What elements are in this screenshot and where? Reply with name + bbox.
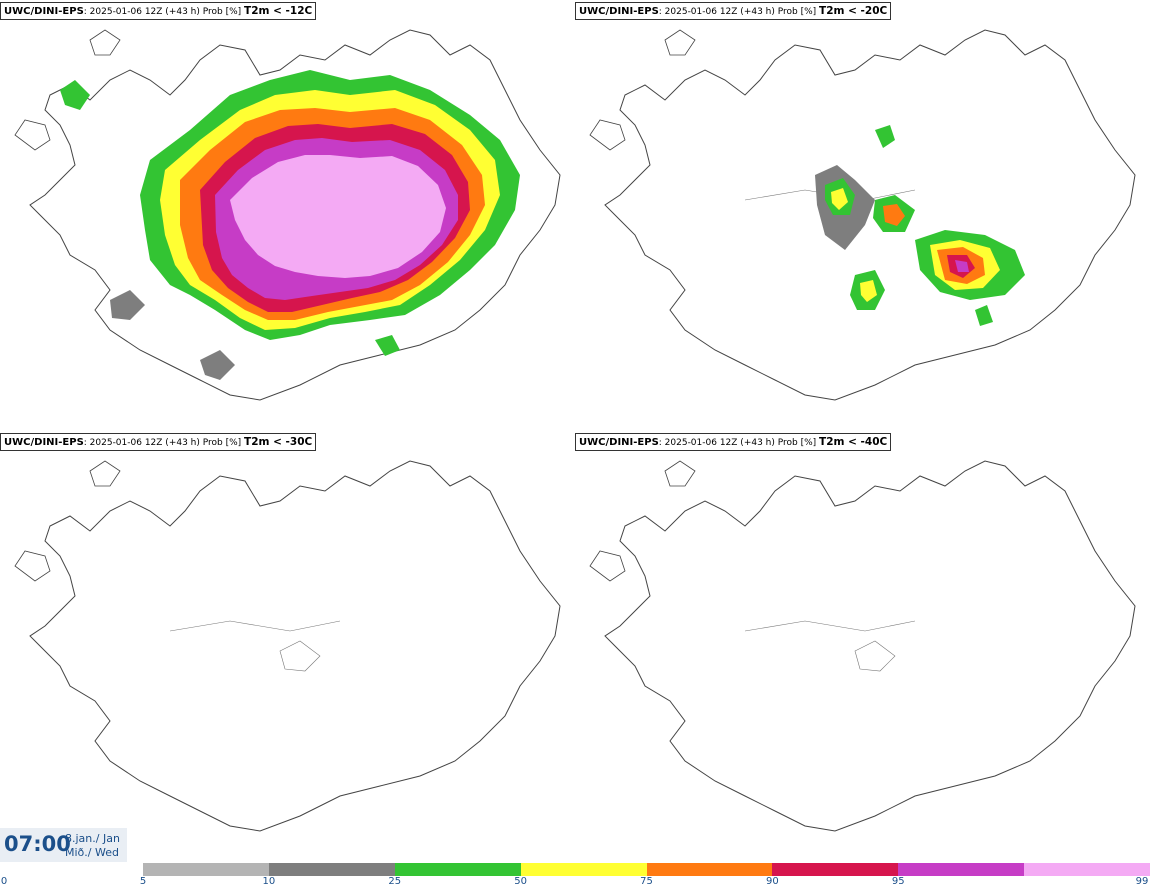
legend-label-4: 50 [514,876,527,887]
legend-swatch-3 [520,863,647,876]
iceland-map-1 [14,29,561,401]
legend-label-2: 10 [262,876,276,887]
legend-label-7: 95 [891,876,905,887]
legend-swatch-1 [268,863,395,876]
legend-swatch-2 [394,863,521,876]
panel-title-3: UWC/DINI-EPS: 2025-01-06 12Z (+43 h) Pro… [0,433,317,451]
legend-label-5: 75 [640,876,653,887]
legend-swatch-5 [772,863,899,876]
legend-label-1: 5 [139,876,147,887]
probability-legend-bar [143,863,1150,876]
panel-title-1: UWC/DINI-EPS: 2025-01-06 12Z (+43 h) Pro… [0,2,317,20]
valid-date: 8.jan./ Jan [65,832,120,845]
valid-time-box: 07:00 8.jan./ Jan Mið./ Wed [0,828,127,862]
map-panel-4: UWC/DINI-EPS: 2025-01-06 12Z (+43 h) Pro… [575,431,1150,861]
legend-swatch-6 [898,863,1025,876]
map-panel-3: UWC/DINI-EPS: 2025-01-06 12Z (+43 h) Pro… [0,431,575,861]
legend-label-8: 99 [1135,876,1149,887]
probability-legend-labels: 0 5 10 25 50 75 90 95 99 [0,876,1150,891]
valid-time-clock: 07:00 [4,832,71,856]
legend-swatch-0 [143,863,269,876]
legend-label-6: 90 [766,876,779,887]
iceland-map-4 [589,460,1136,832]
panel-title-2: UWC/DINI-EPS: 2025-01-06 12Z (+43 h) Pro… [575,2,892,20]
legend-swatch-4 [646,863,773,876]
map-panel-2: UWC/DINI-EPS: 2025-01-06 12Z (+43 h) Pro… [575,0,1150,430]
legend-swatch-7 [1024,863,1150,876]
iceland-map-2 [589,29,1136,401]
legend-label-0: 0 [0,876,8,887]
legend-label-3: 25 [388,876,402,887]
iceland-map-3 [14,460,561,832]
valid-day: Mið./ Wed [65,846,119,859]
map-panel-1: UWC/DINI-EPS: 2025-01-06 12Z (+43 h) Pro… [0,0,575,430]
panel-title-4: UWC/DINI-EPS: 2025-01-06 12Z (+43 h) Pro… [575,433,892,451]
